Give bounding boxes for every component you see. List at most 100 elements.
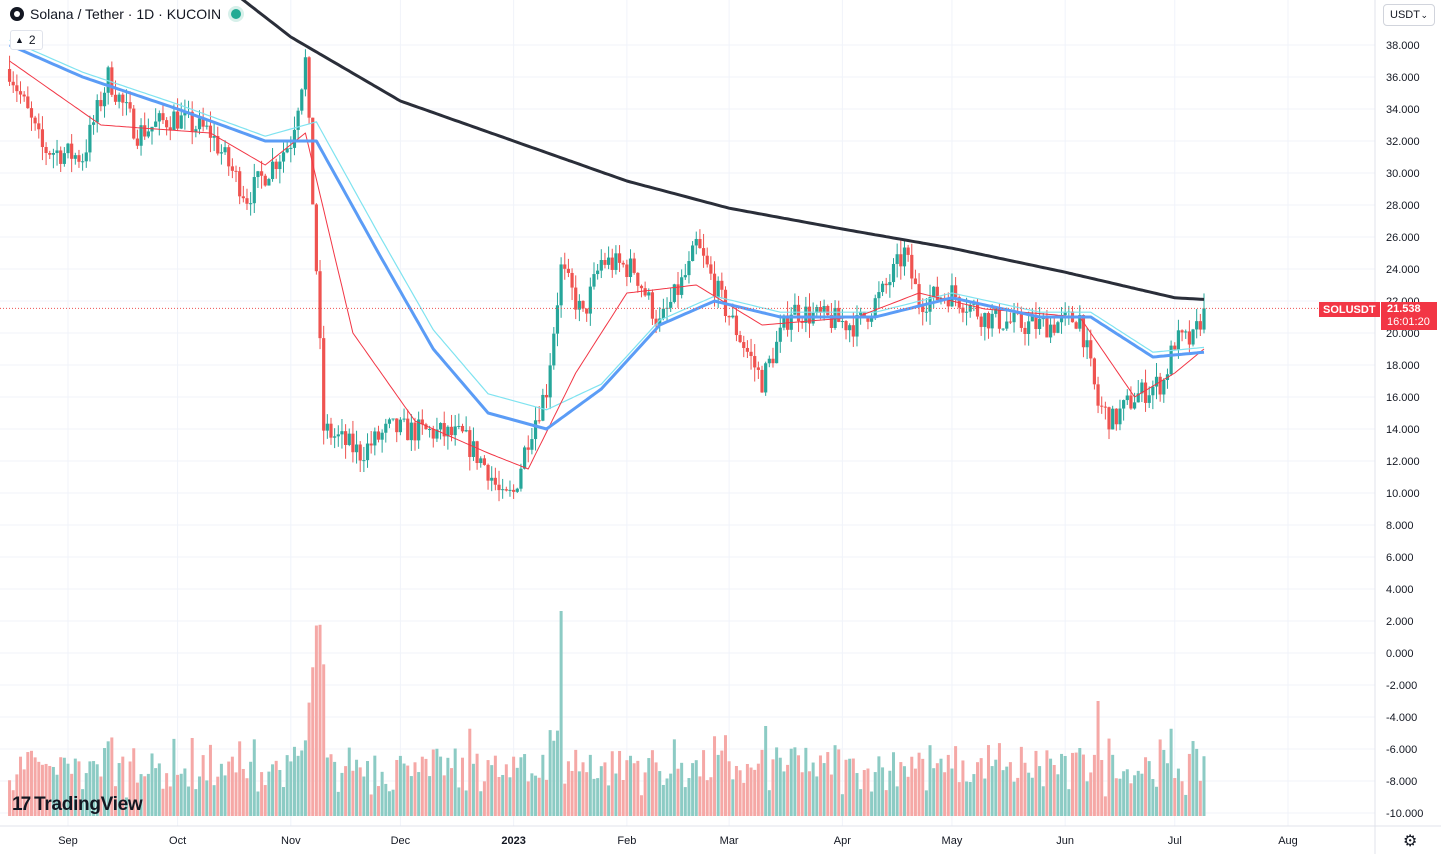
candle-body xyxy=(577,300,581,310)
candle-body xyxy=(179,115,183,129)
volume-bar xyxy=(501,774,505,816)
volume-bar xyxy=(621,780,625,816)
candle-body xyxy=(59,150,63,164)
volume-bar xyxy=(398,755,402,816)
candle-body xyxy=(654,318,658,325)
volume-bar xyxy=(1012,781,1016,816)
volume-bar xyxy=(990,766,994,816)
candle-body xyxy=(347,433,351,445)
candle-body xyxy=(175,111,180,129)
volume-bar xyxy=(837,749,841,816)
candle-body xyxy=(102,92,107,107)
indicators-toggle[interactable]: ▲ 2 xyxy=(10,30,43,50)
volume-bar xyxy=(245,778,249,816)
candle-body xyxy=(384,423,388,433)
volume-bar xyxy=(654,762,658,816)
candle-body xyxy=(285,148,289,153)
volume-bar xyxy=(888,770,892,816)
volume-bar xyxy=(329,754,333,816)
candle-body xyxy=(311,117,315,205)
candle-body xyxy=(848,325,852,331)
volume-bar xyxy=(545,779,549,816)
candle-body xyxy=(869,316,874,322)
candle-body xyxy=(73,155,77,159)
candle-body xyxy=(840,321,844,323)
candle-body xyxy=(15,85,19,92)
volume-bar xyxy=(756,763,760,816)
candle-body xyxy=(479,458,483,464)
y-tick-label: 12.000 xyxy=(1386,456,1420,468)
candle-body xyxy=(99,100,103,107)
candle-body xyxy=(278,161,282,170)
candle-body xyxy=(300,89,304,111)
volume-bar xyxy=(848,758,852,816)
y-tick-label: -2.000 xyxy=(1386,680,1417,692)
volume-bar xyxy=(77,761,81,816)
symbol-price-label: SOLUSDT xyxy=(1319,302,1380,317)
candle-body xyxy=(935,286,939,301)
candle-body xyxy=(230,166,234,171)
candle-body xyxy=(837,307,841,322)
candle-body xyxy=(888,282,892,286)
volume-bar xyxy=(48,765,52,816)
bar-countdown: 16:01:20 xyxy=(1387,316,1430,328)
candle-body xyxy=(680,277,684,295)
candle-body xyxy=(902,247,907,267)
volume-bar xyxy=(892,752,896,816)
candle-body xyxy=(541,394,545,421)
candle-body xyxy=(818,307,823,313)
candle-body xyxy=(413,422,417,441)
volume-bar xyxy=(829,774,833,816)
volume-bar xyxy=(592,778,596,816)
candle-body xyxy=(1118,408,1122,425)
candle-body xyxy=(990,313,994,329)
y-tick-label: 4.000 xyxy=(1386,584,1414,596)
candle-body xyxy=(683,275,687,278)
volume-bar xyxy=(420,756,424,816)
candle-body xyxy=(369,443,373,446)
candle-body xyxy=(88,124,92,153)
tradingview-logo[interactable]: 17 TradingView xyxy=(12,794,143,816)
candle-body xyxy=(464,430,468,432)
volume-bar xyxy=(979,758,983,816)
volume-bar xyxy=(570,770,574,816)
candle-body xyxy=(1045,318,1049,338)
candle-body xyxy=(113,94,118,102)
volume-bar xyxy=(431,749,435,816)
candle-body xyxy=(373,431,377,446)
volume-bar xyxy=(767,790,771,816)
candle-body xyxy=(515,488,519,492)
volume-bar xyxy=(19,756,23,816)
volume-bar xyxy=(84,773,88,816)
candle-body xyxy=(574,287,578,310)
volume-bar xyxy=(439,756,443,816)
candle-body xyxy=(975,303,980,317)
volume-bar xyxy=(347,747,351,816)
volume-bar xyxy=(873,772,877,816)
candle-body xyxy=(749,351,753,357)
volume-bar xyxy=(943,772,947,816)
y-tick-label: -10.000 xyxy=(1386,808,1423,820)
candle-body xyxy=(1176,330,1181,350)
volume-bar xyxy=(902,766,906,816)
y-tick-label: 24.000 xyxy=(1386,264,1420,276)
volume-bar xyxy=(1027,772,1031,816)
candle-body xyxy=(775,341,779,364)
candle-body xyxy=(764,363,768,393)
candle-body xyxy=(946,298,950,307)
x-tick-label: Feb xyxy=(617,835,636,847)
volume-bar xyxy=(230,756,234,816)
candle-body xyxy=(249,203,253,205)
currency-selector[interactable]: USDT ⌄ xyxy=(1383,4,1435,26)
volume-bar xyxy=(588,754,592,816)
candle-body xyxy=(734,315,739,336)
volume-bar xyxy=(745,763,749,816)
candle-body xyxy=(322,338,326,431)
candle-body xyxy=(431,429,435,439)
volume-bar xyxy=(877,756,881,816)
settings-gear-icon[interactable]: ⚙ xyxy=(1403,833,1418,850)
volume-bar xyxy=(307,702,311,816)
symbol-header[interactable]: Solana / Tether · 1D · KUCOIN xyxy=(10,6,242,22)
volume-bar xyxy=(1023,762,1027,816)
